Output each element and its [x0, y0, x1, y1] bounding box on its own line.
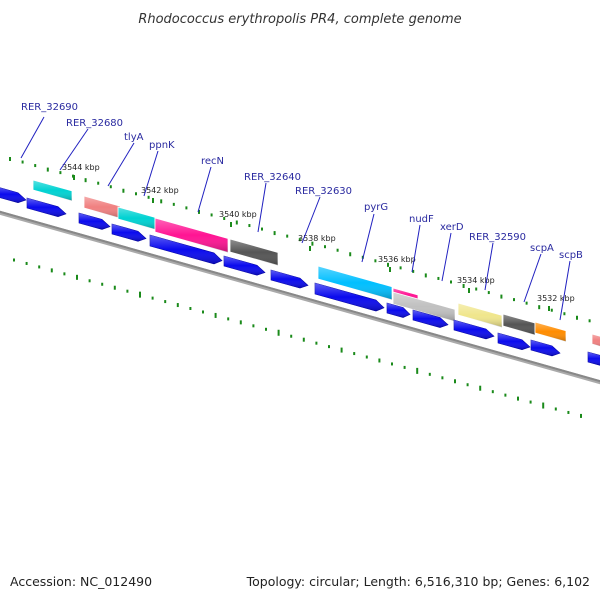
gene-label: recN: [201, 156, 224, 167]
feature-shade: [393, 292, 455, 322]
gene-arrow-shade: [271, 270, 308, 289]
feature-shade: [535, 322, 566, 342]
scale-label: 3538 kbp: [298, 234, 336, 243]
leader-line: [411, 224, 421, 273]
feature-shade: [318, 266, 392, 300]
gene-arrow-shade: [315, 283, 384, 312]
map-title: Rhodococcus erythropolis PR4, complete g…: [138, 12, 461, 27]
gene-label: RER_32590: [469, 232, 526, 243]
feature-shade: [458, 303, 502, 328]
leader-line: [301, 196, 321, 244]
topology-summary: Topology: circular; Length: 6,516,310 bp…: [246, 574, 590, 589]
gene-label: tlyA: [124, 132, 144, 143]
leader-line: [20, 116, 45, 159]
backbone-edge: [0, 210, 600, 383]
gene-label: scpA: [530, 243, 554, 254]
gene-arrow-shade: [150, 235, 222, 264]
gene-label: scpB: [559, 250, 583, 261]
gene-label: nudF: [409, 214, 434, 225]
scale-label: 3542 kbp: [141, 186, 179, 195]
leader-line: [257, 182, 267, 233]
gene-arrow-shade: [498, 333, 530, 350]
genome-backbone: [0, 210, 600, 385]
gene-label: RER_32640: [244, 172, 301, 183]
gene-label: xerD: [440, 222, 464, 233]
gene-label: ppnK: [149, 140, 175, 151]
leader-line: [107, 142, 135, 187]
gene-arrow-track: [0, 187, 600, 366]
scale-label: 3534 kbp: [457, 276, 495, 285]
accession-label: Accession: NC_012490: [10, 574, 152, 589]
gc-content-ticks: [9, 157, 591, 418]
gene-arrow-shade: [0, 187, 26, 203]
leader-line: [523, 253, 542, 303]
feature-shade: [592, 334, 600, 347]
feature-shade: [33, 180, 72, 201]
feature-shade: [230, 239, 278, 266]
feature-shade: [84, 196, 120, 219]
leader-line: [441, 232, 452, 282]
feature-shade: [118, 207, 155, 230]
scale-label: 3540 kbp: [219, 210, 257, 219]
leader-line: [559, 260, 571, 321]
gene-arrow-shade: [413, 310, 448, 328]
gene-label: RER_32680: [66, 118, 123, 129]
leader-line: [59, 128, 89, 171]
gene-arrow-shade: [387, 303, 410, 318]
leader-line: [197, 166, 212, 213]
gene-label: RER_32690: [21, 102, 78, 113]
feature-shade: [503, 314, 535, 335]
scale-label: 3544 kbp: [62, 163, 100, 172]
gene-label: pyrG: [364, 202, 388, 213]
gene-label: RER_32630: [295, 186, 352, 197]
scale-label: 3532 kbp: [537, 294, 575, 303]
gene-arrow-shade: [112, 224, 146, 242]
leader-line: [143, 150, 159, 197]
gene-arrow-shade: [531, 340, 560, 356]
scale-label: 3536 kbp: [378, 255, 416, 264]
scale-track: 3544 kbp 3542 kbp 3540 kbp 3538 kbp 3536 kbp…: [62, 163, 575, 311]
leader-line: [484, 242, 494, 291]
gene-arrow-shade: [27, 198, 66, 217]
feature-track: [32, 179, 600, 347]
gene-arrow-shade: [454, 320, 494, 339]
gene-arrow-shade: [224, 256, 265, 276]
feature-shade: [155, 218, 228, 253]
gene-arrow-shade: [79, 213, 110, 230]
leader-line: [361, 213, 375, 263]
gene-arrow-shade: [588, 352, 600, 366]
